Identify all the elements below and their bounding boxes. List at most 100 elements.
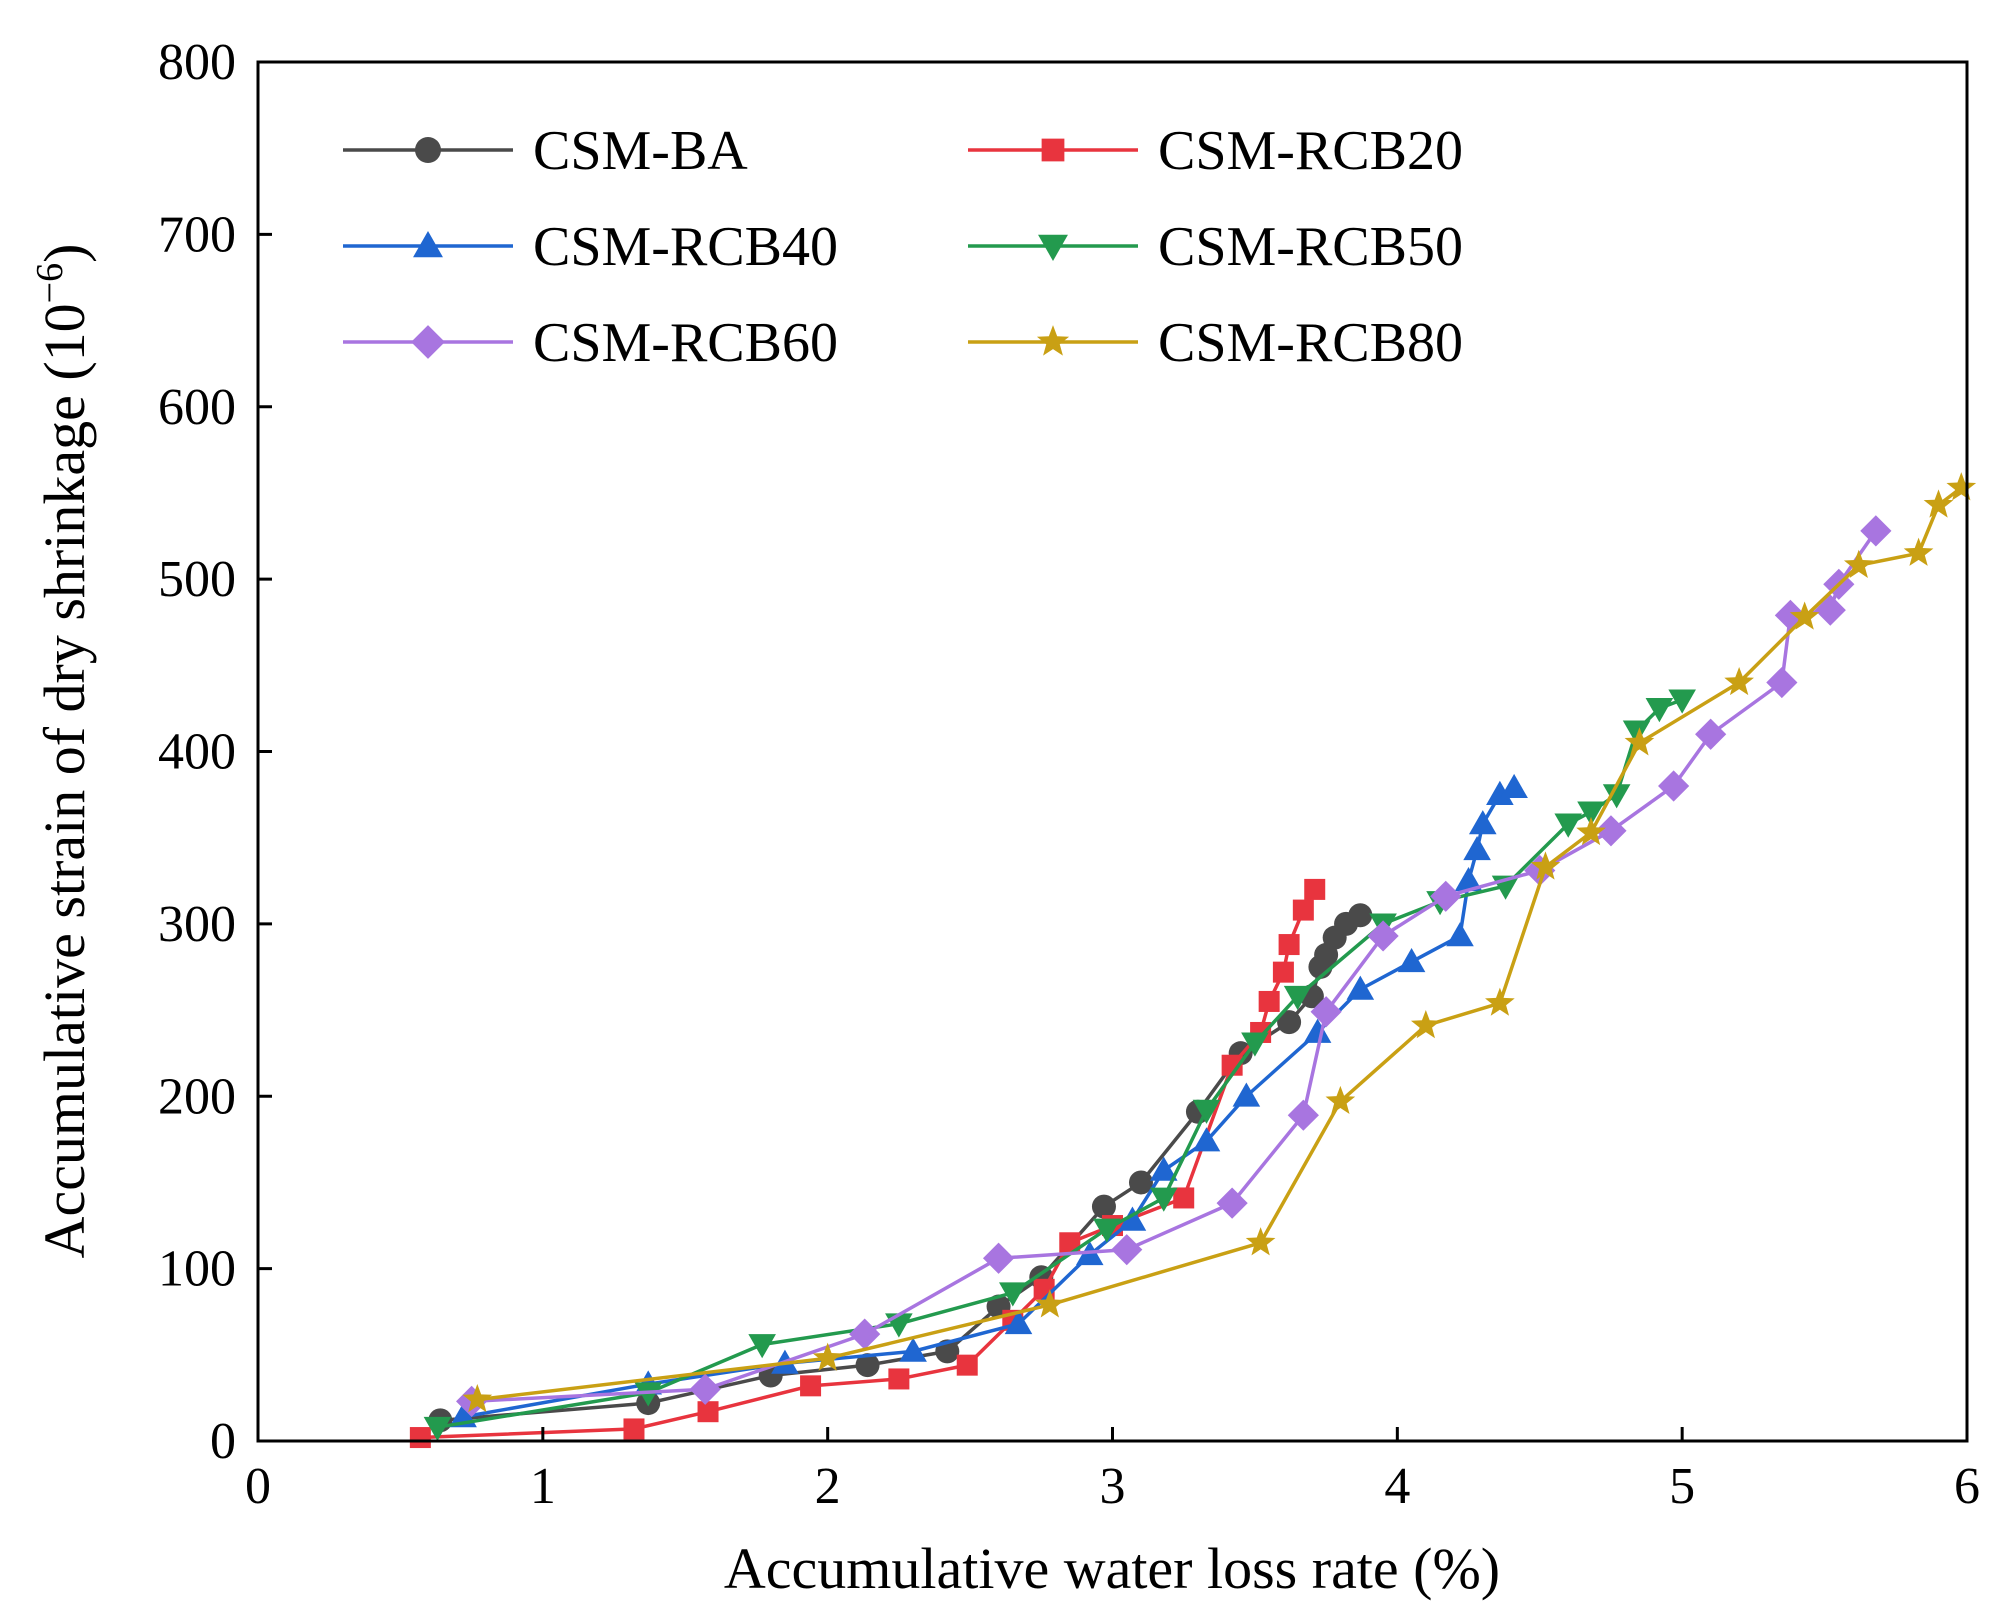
series-csm-rcb20 [409,878,1326,1449]
legend-marker [1036,325,1070,356]
data-point-csm-rcb50 [1622,720,1651,745]
data-point-csm-rcb50 [1241,1032,1269,1057]
axes-layer: 0 1 2 3 4 5 6 0 100 200 300 400 500 600 700 800 [158,34,1980,1515]
data-point-csm-rcb60 [1310,996,1342,1028]
y-tick-label: 700 [158,206,236,263]
data-point-csm-rcb20 [1278,934,1300,956]
data-point-csm-rcb40 [1346,975,1375,1000]
y-axis-label: Accumulative strain of dry shrinkage (10… [29,244,97,1259]
legend-label: CSM-RCB40 [533,216,838,278]
data-point-csm-rcb80 [1843,549,1874,578]
y-tick-label: 100 [158,1241,236,1298]
data-point-csm-rcb40 [1149,1156,1178,1181]
data-point-csm-rcb80 [1245,1227,1276,1256]
data-point-csm-rcb60 [1774,599,1807,631]
data-point-csm-rcb20 [800,1375,822,1397]
data-point-csm-rcb20 [1059,1232,1081,1254]
data-point-csm-ba [1128,1170,1153,1195]
legend-marker [413,231,443,258]
data-point-csm-rcb80 [1035,1289,1065,1318]
y-axis-label-main: Accumulative strain of dry shrinkage (10 [32,303,97,1258]
data-point-csm-ba [1277,1010,1302,1035]
series-csm-rcb60 [456,515,1892,1417]
series-line-csm-rcb60 [471,529,1878,1404]
data-point-csm-ba [1348,903,1373,928]
data-point-csm-rcb50 [1602,784,1631,809]
series-line-csm-rcb50 [437,698,1683,1429]
data-point-csm-rcb60 [1367,920,1399,952]
legend-item-csm-rcb60: CSM-RCB60 [343,312,838,374]
y-axis-label-suffix: ) [32,244,97,263]
series-csm-rcb80 [462,472,1977,1413]
data-point-csm-rcb60 [1814,594,1846,626]
data-point-csm-rcb50 [1093,1218,1121,1243]
legend-marker [1038,234,1068,261]
data-point-csm-rcb80 [1325,1085,1356,1115]
x-tick-label: 0 [245,1458,271,1515]
x-tick-label: 2 [815,1458,841,1515]
data-point-csm-rcb50 [1668,689,1696,714]
legend-label: CSM-RCB50 [1158,216,1463,278]
legend-label: CSM-RCB60 [533,312,838,374]
data-point-csm-rcb50 [1554,813,1583,838]
x-axis-label: Accumulative water loss rate (%) [724,1536,1500,1601]
data-point-csm-rcb40 [1463,835,1491,861]
data-point-csm-rcb40 [1454,866,1483,892]
legend-item-csm-rcb20: CSM-RCB20 [968,120,1463,182]
data-point-csm-rcb60 [1695,718,1727,750]
data-point-csm-rcb60 [689,1373,721,1405]
data-point-csm-rcb40 [1232,1082,1261,1107]
data-point-csm-rcb80 [462,1384,493,1413]
data-point-csm-rcb40 [1486,780,1514,805]
data-point-csm-rcb80 [1576,816,1606,846]
data-point-csm-rcb40 [1397,947,1426,973]
data-point-csm-rcb60 [1216,1187,1248,1219]
legend-label: CSM-RCB20 [1158,120,1463,182]
data-point-csm-rcb40 [1303,1018,1332,1043]
data-point-csm-rcb50 [1149,1187,1178,1212]
data-point-csm-rcb20 [1173,1187,1195,1209]
x-tick-label: 5 [1669,1458,1695,1515]
data-point-csm-rcb20 [623,1418,645,1440]
series-line-csm-rcb40 [462,786,1515,1419]
data-point-csm-rcb50 [1192,1099,1221,1124]
data-point-csm-rcb50 [1645,698,1674,723]
data-point-csm-rcb80 [1789,601,1820,630]
y-tick-label: 300 [158,896,236,953]
x-tick-label: 3 [1100,1458,1126,1515]
data-point-csm-rcb40 [1192,1127,1221,1152]
data-point-csm-rcb40 [899,1337,927,1362]
data-point-csm-rcb50 [748,1334,776,1359]
data-point-csm-rcb50 [1577,801,1605,826]
data-point-csm-rcb80 [1410,1009,1441,1039]
data-point-csm-rcb60 [1595,815,1627,847]
data-point-csm-rcb40 [1468,810,1497,835]
data-point-csm-rcb60 [1111,1234,1143,1266]
data-point-csm-rcb20 [409,1427,431,1449]
data-point-csm-ba [855,1353,880,1378]
data-point-csm-rcb60 [1658,770,1690,802]
series-line-csm-ba [440,913,1362,1423]
legend-item-csm-rcb80: CSM-RCB80 [968,312,1463,374]
legend-marker [415,137,441,163]
data-point-csm-rcb80 [1923,489,1954,518]
data-point-csm-rcb20 [1221,1054,1243,1076]
data-point-csm-rcb20 [1292,899,1314,921]
data-point-csm-rcb80 [1903,537,1934,566]
data-point-csm-rcb80 [1946,472,1977,501]
data-point-csm-rcb40 [1004,1309,1033,1335]
y-tick-label: 600 [158,379,236,436]
y-tick-label: 400 [158,724,236,781]
data-point-csm-rcb80 [1724,666,1754,696]
legend-marker [1041,138,1065,162]
series-csm-rcb40 [449,773,1528,1428]
data-point-csm-rcb60 [982,1242,1015,1274]
data-point-csm-rcb80 [1530,851,1561,880]
legend-label: CSM-RCB80 [1158,312,1463,374]
data-point-csm-rcb50 [634,1382,663,1407]
data-layer [409,472,1977,1449]
data-point-csm-rcb40 [1118,1206,1147,1231]
data-point-csm-rcb60 [1430,880,1462,912]
series-line-csm-rcb80 [477,486,1963,1402]
